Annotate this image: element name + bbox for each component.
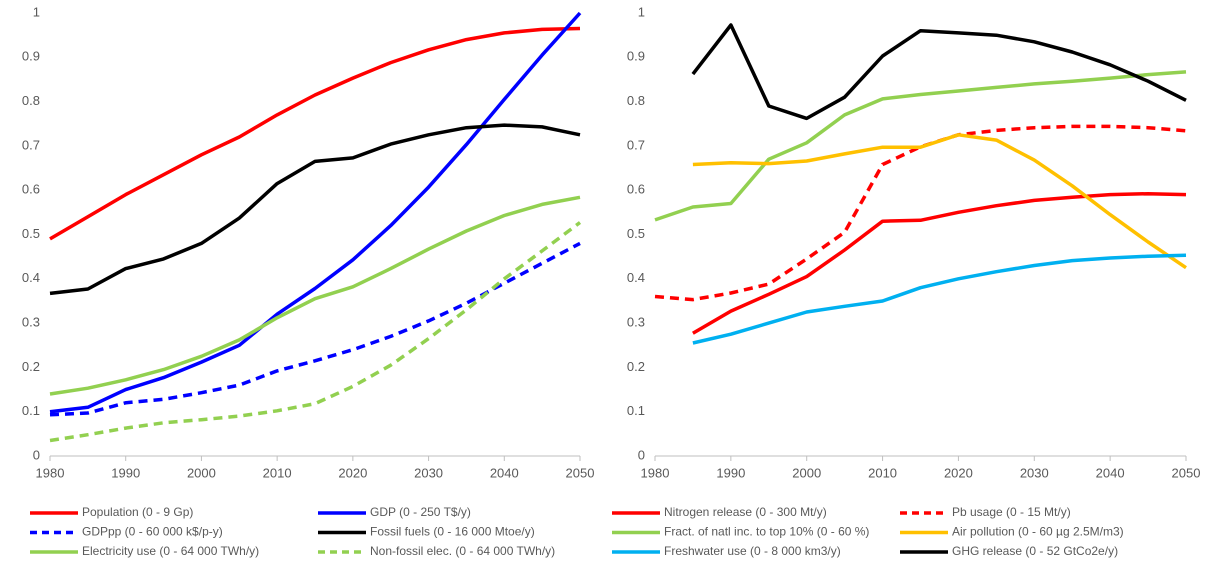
legend-label: Pb usage (0 - 15 Mt/y) (952, 505, 1071, 519)
series-line (49, 26, 581, 241)
y-tick-label: 0.7 (22, 137, 40, 152)
x-tick-label: 2030 (414, 465, 443, 480)
y-tick-label: 0.1 (22, 403, 40, 418)
y-tick-label: 0.3 (627, 315, 645, 330)
legend-label: GDPpp (0 - 60 000 k$/p-y) (82, 525, 223, 539)
series-line (654, 70, 1187, 222)
legend-label: Nitrogen release (0 - 300 Mt/y) (664, 505, 827, 519)
x-tick-label: 2020 (338, 465, 367, 480)
y-tick-label: 0.8 (22, 93, 40, 108)
x-tick-label: 2020 (944, 465, 973, 480)
y-tick-label: 0.5 (627, 226, 645, 241)
x-tick-label: 2040 (490, 465, 519, 480)
legend-label: Air pollution (0 - 60 µg 2.5M/m3) (952, 525, 1124, 539)
x-tick-label: 2010 (868, 465, 897, 480)
x-tick-label: 2030 (1020, 465, 1049, 480)
x-tick-label: 2050 (566, 465, 595, 480)
y-tick-label: 0.2 (22, 359, 40, 374)
y-tick-label: 0.4 (627, 270, 645, 285)
x-tick-label: 2040 (1096, 465, 1125, 480)
y-tick-label: 0.2 (627, 359, 645, 374)
y-tick-label: 0.9 (627, 49, 645, 64)
series-line (49, 241, 581, 417)
x-tick-label: 1980 (36, 465, 65, 480)
x-tick-label: 1980 (641, 465, 670, 480)
series-line (692, 253, 1187, 345)
y-tick-label: 0.8 (627, 93, 645, 108)
y-tick-label: 1 (638, 4, 645, 19)
series-line (49, 11, 582, 414)
y-tick-label: 0.6 (22, 182, 40, 197)
series-line (49, 123, 581, 296)
x-tick-label: 2050 (1172, 465, 1201, 480)
y-tick-label: 0.9 (22, 49, 40, 64)
x-tick-label: 2000 (792, 465, 821, 480)
y-tick-label: 0.6 (627, 182, 645, 197)
y-tick-label: 0.3 (22, 315, 40, 330)
x-tick-label: 2000 (187, 465, 216, 480)
legend-label: Fract. of natl inc. to top 10% (0 - 60 %… (664, 525, 869, 539)
series-line (692, 133, 1187, 270)
legend-label: GDP (0 - 250 T$/y) (370, 505, 471, 519)
y-tick-label: 0.1 (627, 403, 645, 418)
y-tick-label: 0.4 (22, 270, 40, 285)
x-tick-label: 1990 (111, 465, 140, 480)
y-tick-label: 0.7 (627, 137, 645, 152)
legend-label: GHG release (0 - 52 GtCo2e/y) (952, 544, 1118, 558)
legend-label: Non-fossil elec. (0 - 64 000 TWh/y) (370, 544, 555, 558)
series-line (691, 23, 1187, 121)
y-tick-label: 0.5 (22, 226, 40, 241)
x-tick-label: 2010 (263, 465, 292, 480)
legend-label: Electricity use (0 - 64 000 TWh/y) (82, 544, 259, 558)
x-tick-label: 1990 (716, 465, 745, 480)
legend-label: Freshwater use (0 - 8 000 km3/y) (664, 544, 841, 558)
y-tick-label: 0 (33, 447, 40, 462)
series-line (692, 191, 1187, 335)
y-tick-label: 1 (33, 4, 40, 19)
legend-label: Population (0 - 9 Gp) (82, 505, 193, 519)
y-tick-label: 0 (638, 447, 645, 462)
series-line (49, 195, 581, 396)
series-line (49, 221, 582, 443)
legend-label: Fossil fuels (0 - 16 000 Mtoe/y) (370, 525, 535, 539)
